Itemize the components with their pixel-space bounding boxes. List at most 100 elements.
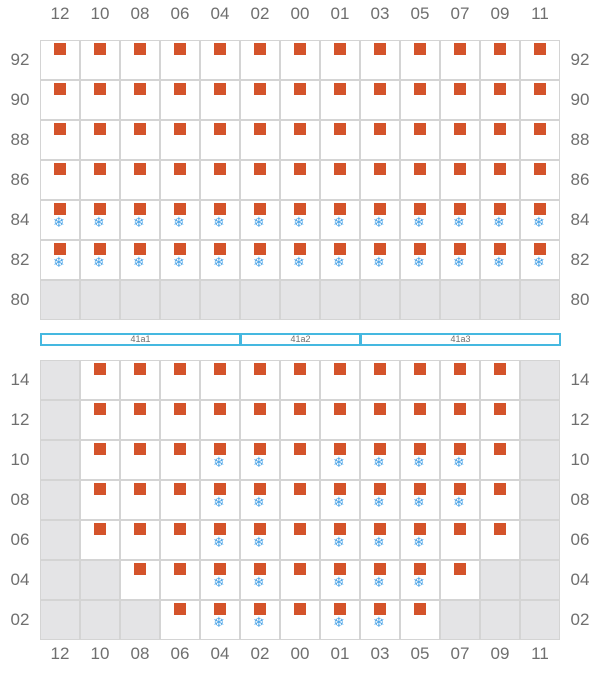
occupied-square-icon — [414, 403, 426, 415]
row-label: 08 — [10, 490, 30, 509]
empty-cell — [40, 360, 80, 400]
snowflake-icon: ❄ — [333, 535, 345, 551]
seat-cell[interactable] — [360, 120, 400, 160]
empty-cell — [520, 400, 560, 440]
seat-cell[interactable] — [360, 560, 400, 600]
occupied-square-icon — [414, 523, 426, 535]
seat-cell[interactable] — [320, 600, 360, 640]
column-label-bottom: 10 — [90, 644, 110, 663]
seat-cell[interactable] — [40, 240, 80, 280]
occupied-square-icon — [454, 163, 466, 175]
occupied-square-icon — [254, 163, 266, 175]
seat-cell[interactable] — [160, 200, 200, 240]
occupied-square-icon — [134, 443, 146, 455]
occupied-square-icon — [334, 483, 346, 495]
occupied-square-icon — [414, 443, 426, 455]
seat-cell[interactable] — [400, 520, 440, 560]
empty-cell — [40, 400, 80, 440]
occupied-square-icon — [334, 243, 346, 255]
seat-cell[interactable] — [320, 440, 360, 480]
seat-cell[interactable] — [400, 440, 440, 480]
seat-cell[interactable] — [280, 480, 320, 520]
occupied-square-icon — [94, 43, 106, 55]
snowflake-icon: ❄ — [333, 495, 345, 511]
occupied-square-icon — [414, 563, 426, 575]
occupied-square-icon — [294, 83, 306, 95]
occupied-square-icon — [174, 443, 186, 455]
seat-cell[interactable] — [240, 480, 280, 520]
occupied-square-icon — [134, 203, 146, 215]
occupied-square-icon — [134, 483, 146, 495]
occupied-square-icon — [414, 243, 426, 255]
occupied-square-icon — [134, 403, 146, 415]
seat-cell[interactable] — [240, 80, 280, 120]
row-label: 12 — [10, 410, 30, 429]
occupied-square-icon — [94, 403, 106, 415]
seat-cell[interactable] — [360, 240, 400, 280]
seat-cell[interactable] — [360, 200, 400, 240]
seat-cell[interactable] — [160, 40, 200, 80]
snowflake-icon: ❄ — [493, 255, 505, 271]
seat-cell[interactable] — [400, 40, 440, 80]
occupied-square-icon — [174, 483, 186, 495]
occupied-square-icon — [294, 563, 306, 575]
occupied-square-icon — [494, 123, 506, 135]
occupied-square-icon — [334, 163, 346, 175]
occupied-square-icon — [254, 563, 266, 575]
seat-cell[interactable] — [360, 400, 400, 440]
column-label-top: 05 — [410, 4, 430, 23]
occupied-square-icon — [294, 403, 306, 415]
row-label: 14 — [570, 370, 590, 389]
seat-cell[interactable] — [400, 200, 440, 240]
occupied-square-icon — [534, 243, 546, 255]
snowflake-icon: ❄ — [453, 255, 465, 271]
row-label: 06 — [10, 530, 30, 549]
row-label: 88 — [570, 130, 590, 149]
seat-cell[interactable] — [520, 160, 560, 200]
empty-cell — [440, 600, 480, 640]
snowflake-icon: ❄ — [173, 215, 185, 231]
column-label-top: 12 — [50, 4, 70, 23]
occupied-square-icon — [94, 123, 106, 135]
occupied-square-icon — [134, 243, 146, 255]
occupied-square-icon — [454, 563, 466, 575]
snowflake-icon: ❄ — [53, 255, 65, 271]
empty-cell — [120, 280, 160, 320]
occupied-square-icon — [334, 523, 346, 535]
occupied-square-icon — [94, 203, 106, 215]
occupied-square-icon — [174, 523, 186, 535]
occupied-square-icon — [414, 203, 426, 215]
seat-cell[interactable] — [480, 480, 520, 520]
snowflake-icon: ❄ — [453, 215, 465, 231]
seat-cell[interactable] — [120, 240, 160, 280]
seat-cell[interactable] — [200, 600, 240, 640]
empty-cell — [520, 440, 560, 480]
column-label-bottom: 01 — [330, 644, 350, 663]
occupied-square-icon — [254, 483, 266, 495]
empty-cell — [160, 280, 200, 320]
occupied-square-icon — [174, 243, 186, 255]
occupied-square-icon — [374, 603, 386, 615]
occupied-square-icon — [414, 603, 426, 615]
row-label: 82 — [10, 250, 30, 269]
seat-cell[interactable] — [320, 240, 360, 280]
occupied-square-icon — [494, 163, 506, 175]
snowflake-icon: ❄ — [413, 455, 425, 471]
seat-cell[interactable] — [200, 240, 240, 280]
seat-cell[interactable] — [480, 160, 520, 200]
snowflake-icon: ❄ — [333, 615, 345, 631]
occupied-square-icon — [214, 163, 226, 175]
occupied-square-icon — [294, 363, 306, 375]
occupied-square-icon — [174, 123, 186, 135]
seat-cell[interactable] — [320, 400, 360, 440]
row-label: 80 — [570, 290, 590, 309]
seat-cell[interactable] — [440, 40, 480, 80]
seat-cell[interactable] — [80, 80, 120, 120]
occupied-square-icon — [254, 203, 266, 215]
seat-cell[interactable] — [160, 360, 200, 400]
occupied-square-icon — [294, 243, 306, 255]
occupied-square-icon — [454, 83, 466, 95]
occupied-square-icon — [134, 523, 146, 535]
occupied-square-icon — [174, 163, 186, 175]
seat-cell[interactable] — [440, 520, 480, 560]
